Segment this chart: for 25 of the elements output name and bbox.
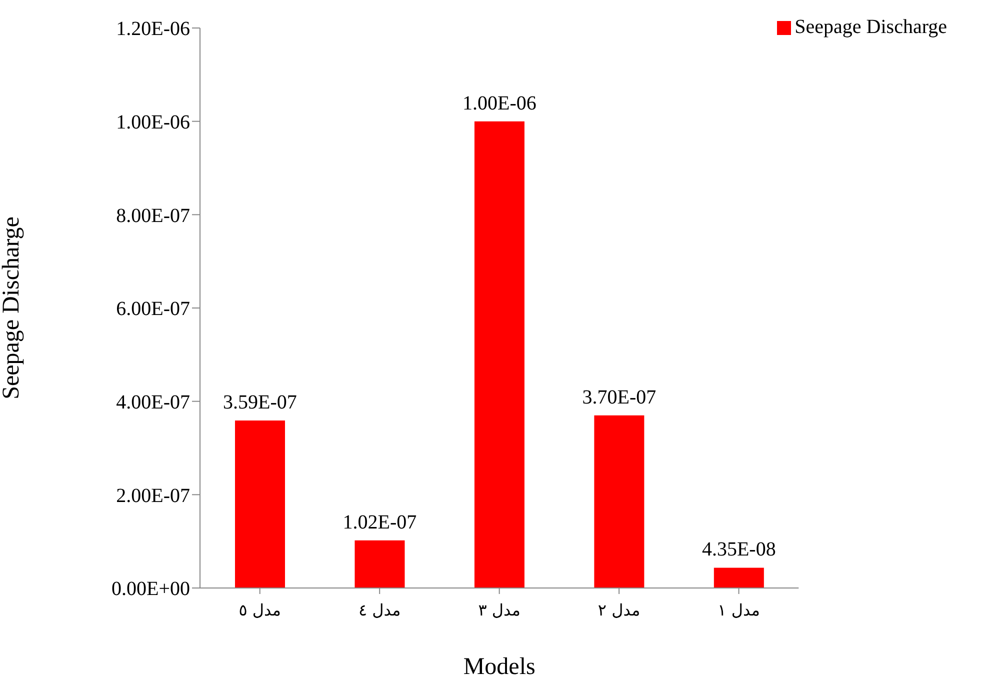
x-tick-label: مدل ١ bbox=[718, 600, 760, 620]
x-tick-label: مدل ٤ bbox=[358, 600, 401, 620]
y-tick-label: 1.00E-06 bbox=[116, 111, 190, 134]
legend-label: Seepage Discharge bbox=[794, 16, 947, 38]
data-label: 3.59E-07 bbox=[223, 391, 297, 414]
data-label: 3.70E-07 bbox=[582, 386, 656, 408]
data-label: 4.35E-08 bbox=[702, 538, 776, 561]
data-label: 1.00E-06 bbox=[462, 92, 536, 114]
bar bbox=[354, 540, 405, 588]
x-tick-label: مدل ٣ bbox=[478, 600, 520, 620]
bar bbox=[474, 121, 524, 588]
data-label: 1.02E-07 bbox=[342, 511, 417, 534]
bar bbox=[594, 415, 644, 588]
bar bbox=[714, 568, 764, 588]
y-tick-label: 8.00E-07 bbox=[116, 204, 190, 227]
bar bbox=[235, 420, 285, 588]
y-tick-label: 1.20E-06 bbox=[116, 18, 190, 40]
y-tick-label: 0.00E+00 bbox=[112, 578, 190, 600]
y-axis-title: Seepage Discharge bbox=[0, 216, 25, 400]
x-axis-title: Models bbox=[463, 654, 536, 680]
y-tick-label: 6.00E-07 bbox=[116, 298, 190, 320]
y-tick-label: 2.00E-07 bbox=[116, 484, 190, 507]
x-tick-label: مدل ٥ bbox=[238, 600, 282, 620]
x-tick-label: مدل ٢ bbox=[598, 600, 640, 620]
y-tick-label: 4.00E-07 bbox=[116, 391, 190, 414]
